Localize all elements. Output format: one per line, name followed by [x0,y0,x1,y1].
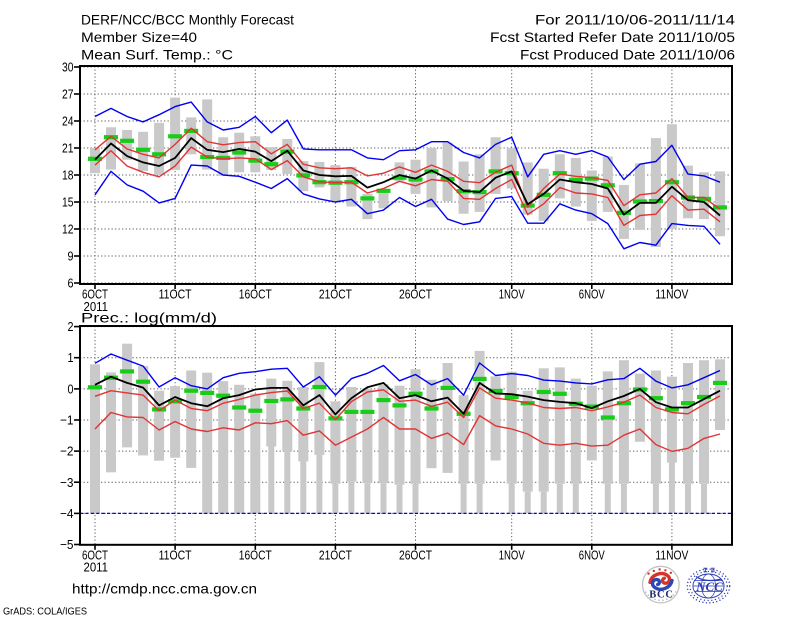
svg-text:For 2011/10/06-2011/11/14: For 2011/10/06-2011/11/14 [535,12,735,28]
svg-text:11NOV: 11NOV [655,549,689,563]
svg-text:6: 6 [68,276,74,291]
svg-text:2011: 2011 [84,561,109,575]
svg-text:BCC: BCC [649,590,674,601]
svg-text:11OCT: 11OCT [159,549,192,563]
svg-text:DERF/NCC/BCC Monthly Forecast: DERF/NCC/BCC Monthly Forecast [81,12,294,28]
svg-text:−3: −3 [60,475,74,490]
svg-text:−5: −5 [60,537,74,552]
svg-text:30: 30 [62,60,74,75]
svg-text:1NOV: 1NOV [499,549,526,563]
svg-text:0: 0 [68,381,74,396]
svg-text:16OCT: 16OCT [239,549,272,563]
svg-text:Fcst Started Refer Date 2011/1: Fcst Started Refer Date 2011/10/05 [490,29,735,45]
svg-text:−1: −1 [60,413,74,428]
svg-text:6NOV: 6NOV [579,549,606,563]
svg-text:2011: 2011 [84,300,109,314]
svg-text:Member Size=40: Member Size=40 [81,29,197,45]
svg-text:Mean Surf. Temp.: °C: Mean Surf. Temp.: °C [81,47,233,63]
svg-text:26OCT: 26OCT [399,549,432,563]
svg-text:NCC: NCC [695,579,723,594]
svg-text:9: 9 [68,249,74,264]
svg-text:−4: −4 [60,506,74,521]
svg-text:21OCT: 21OCT [319,288,352,302]
svg-text:11OCT: 11OCT [159,288,192,302]
svg-text:24: 24 [62,114,74,129]
svg-text:18: 18 [62,168,74,183]
svg-text:Fcst Produced Date 2011/10/06: Fcst Produced Date 2011/10/06 [520,47,735,63]
svg-text:1: 1 [68,350,74,365]
svg-text:−2: −2 [60,444,74,459]
svg-text:Prec.: log(mm/d): Prec.: log(mm/d) [81,310,217,326]
svg-text:http://cmdp.ncc.cma.gov.cn: http://cmdp.ncc.cma.gov.cn [72,581,257,597]
svg-text:26OCT: 26OCT [399,288,432,302]
svg-text:27: 27 [62,87,74,102]
svg-text:2: 2 [68,319,74,334]
svg-text:16OCT: 16OCT [239,288,272,302]
svg-text:6OCT: 6OCT [82,549,108,563]
svg-text:6OCT: 6OCT [82,288,108,302]
svg-text:15: 15 [62,195,74,210]
svg-text:11NOV: 11NOV [655,288,689,302]
svg-text:1NOV: 1NOV [499,288,526,302]
svg-text:21: 21 [62,141,74,156]
svg-text:21OCT: 21OCT [319,549,352,563]
svg-text:GrADS: COLA/IGES: GrADS: COLA/IGES [3,606,87,618]
svg-text:6NOV: 6NOV [579,288,606,302]
svg-text:12: 12 [62,222,74,237]
